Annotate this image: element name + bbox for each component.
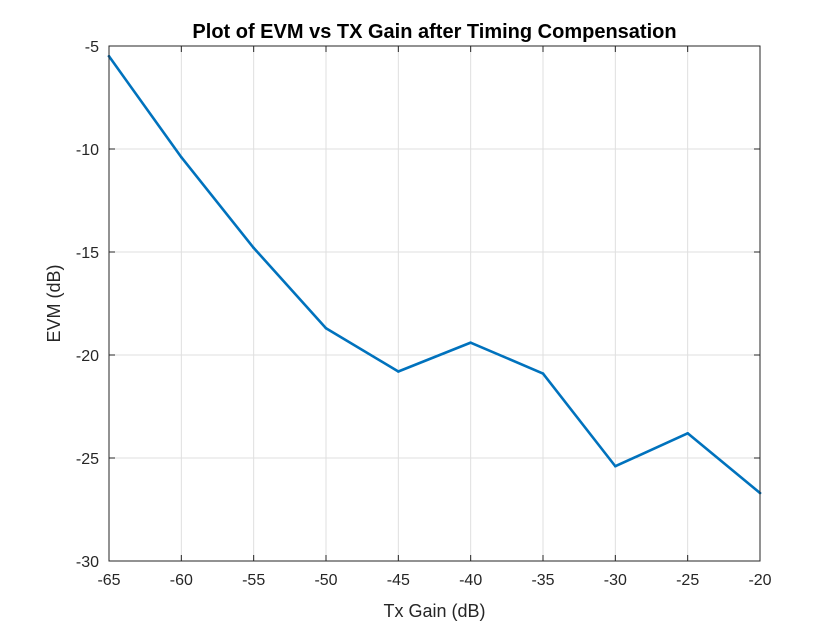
y-tick-label: -25 (76, 451, 99, 468)
y-axis-label: EVM (dB) (44, 264, 64, 342)
data-point (397, 370, 400, 373)
y-tick-label: -15 (76, 245, 99, 262)
data-point (252, 246, 255, 250)
x-tick-label: -50 (314, 572, 337, 589)
y-tick-label: -20 (76, 348, 99, 365)
x-tick-label: -60 (170, 572, 193, 589)
x-tick-label: -35 (531, 572, 554, 589)
x-tick-label: -30 (604, 572, 627, 589)
axes-box (108, 45, 761, 562)
chart-title: Plot of EVM vs TX Gain after Timing Comp… (192, 21, 676, 43)
grid-layer (108, 45, 761, 562)
data-point (614, 464, 617, 468)
data-point (469, 341, 472, 344)
tick-layer: -65 -60 -55 -50 -45 -40 -35 -30 -25 -20 -30 -25 -20 -… (76, 39, 772, 589)
data-point (180, 155, 183, 159)
y-tick-label: -30 (76, 554, 99, 571)
series-line (107, 54, 762, 495)
y-tick-label: -5 (85, 39, 99, 56)
x-tick-label: -40 (459, 572, 482, 589)
x-tick-label: -65 (97, 572, 120, 589)
x-tick-label: -45 (387, 572, 410, 589)
data-point (541, 372, 545, 375)
data-point (324, 326, 328, 330)
x-tick-label: -20 (748, 572, 771, 589)
y-tick-label: -10 (76, 142, 99, 159)
x-tick-label: -25 (676, 572, 699, 589)
series-layer (107, 54, 762, 495)
x-tick-label: -55 (242, 572, 265, 589)
data-point (686, 431, 689, 435)
x-axis-label: Tx Gain (dB) (383, 601, 485, 621)
